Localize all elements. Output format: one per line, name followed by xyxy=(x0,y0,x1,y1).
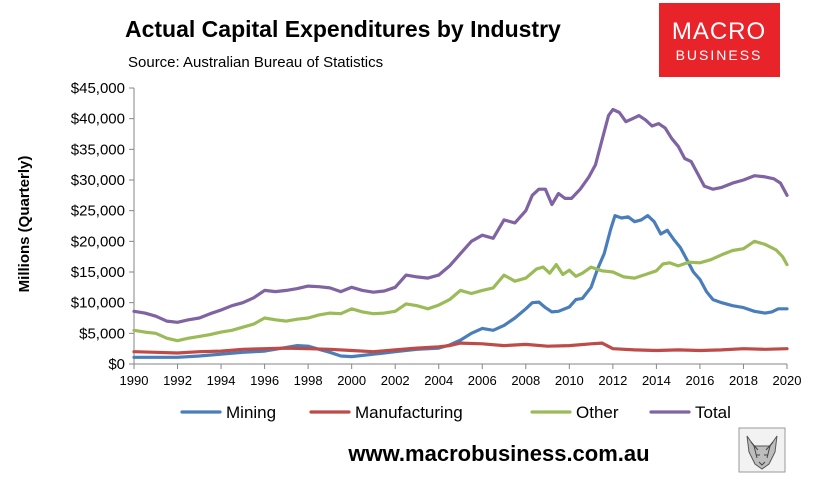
legend-label-mining: Mining xyxy=(226,403,276,422)
y-tick-label: $5,000 xyxy=(79,325,125,342)
macrobusiness-logo: MACRO BUSINESS xyxy=(659,3,780,77)
legend: Mining Manufacturing Other Total xyxy=(180,403,731,422)
x-tick-label: 1992 xyxy=(163,373,192,388)
x-tick-label: 2014 xyxy=(642,373,671,388)
x-tick-label: 1994 xyxy=(207,373,236,388)
website-url: www.macrobusiness.com.au xyxy=(347,441,649,466)
series-layer xyxy=(132,107,789,359)
wolf-head-icon xyxy=(738,427,786,473)
x-tick-label: 2018 xyxy=(729,373,758,388)
y-tick-label: $0 xyxy=(108,356,125,373)
y-tick-label: $35,000 xyxy=(71,141,125,158)
x-tick-label: 1990 xyxy=(120,373,149,388)
x-axis: 1990 1992 1994 1996 1998 2000 2002 2004 2006 2008… xyxy=(120,363,802,388)
y-tick-label: $40,000 xyxy=(71,111,125,128)
x-tick-label: 2010 xyxy=(555,373,584,388)
legend-label-manufacturing: Manufacturing xyxy=(355,403,463,422)
x-tick-label: 2016 xyxy=(685,373,714,388)
y-tick-label: $30,000 xyxy=(71,172,125,189)
y-tick-label: $15,000 xyxy=(71,264,125,281)
y-axis: $0 $5,000 $10,000 $15,000 $20,000 $25,000 $30,… xyxy=(71,80,135,373)
chart-title: Actual Capital Expenditures by Industry xyxy=(125,16,561,42)
y-tick-label: $25,000 xyxy=(71,203,125,220)
series-line-total xyxy=(132,107,789,324)
logo-background xyxy=(659,3,780,77)
y-tick-label: $20,000 xyxy=(71,233,125,250)
logo-text-business: BUSINESS xyxy=(676,47,763,63)
x-tick-label: 2000 xyxy=(337,373,366,388)
x-tick-label: 2020 xyxy=(773,373,802,388)
series-line-manufacturing xyxy=(132,341,789,355)
x-tick-label: 2004 xyxy=(424,373,453,388)
logo-text-macro: MACRO xyxy=(672,18,766,45)
x-tick-label: 2008 xyxy=(511,373,540,388)
x-tick-label: 1998 xyxy=(294,373,323,388)
legend-label-other: Other xyxy=(576,403,619,422)
y-tick-label: $45,000 xyxy=(71,80,125,97)
x-tick-label: 1996 xyxy=(250,373,279,388)
x-tick-label: 2012 xyxy=(598,373,627,388)
y-tick-label: $10,000 xyxy=(71,295,125,312)
x-tick-label: 2002 xyxy=(381,373,410,388)
legend-label-total: Total xyxy=(695,403,731,422)
series-line-other xyxy=(132,239,789,343)
y-axis-title: Millions (Quarterly) xyxy=(16,156,33,293)
series-line-mining xyxy=(132,214,789,359)
chart-subtitle: Source: Australian Bureau of Statistics xyxy=(128,54,383,71)
x-tick-label: 2006 xyxy=(468,373,497,388)
